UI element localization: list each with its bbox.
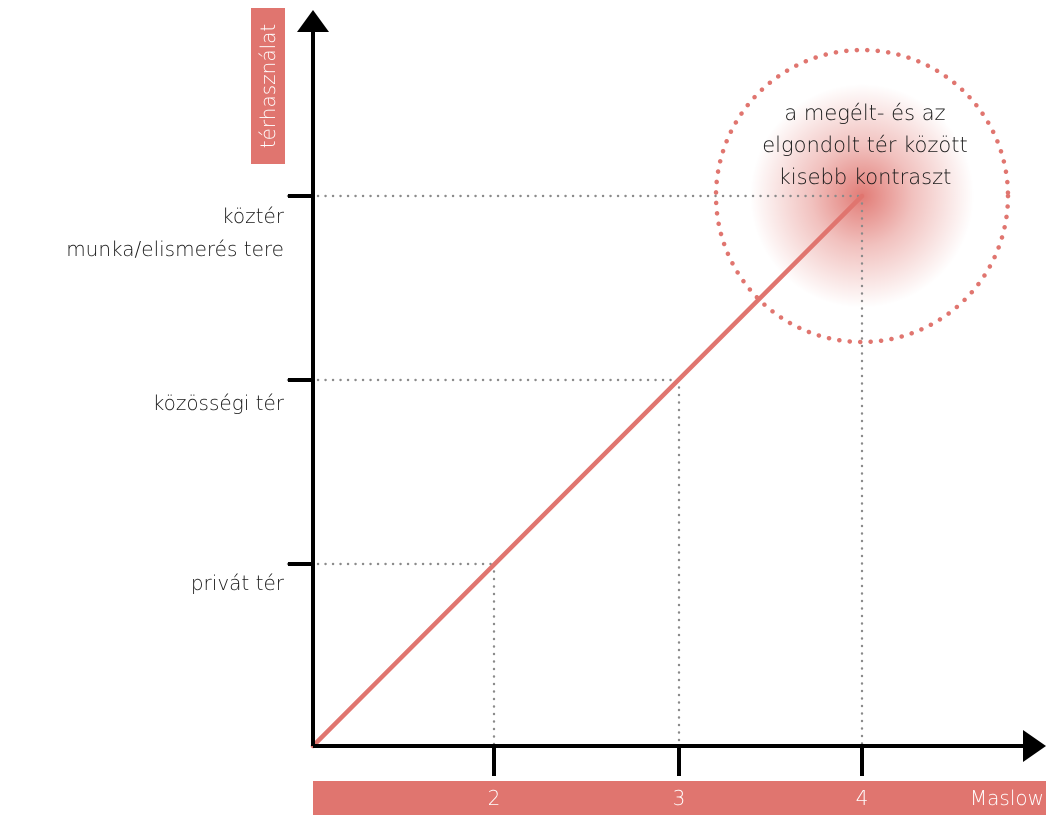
x-tick-label-3: 3 [673,786,686,810]
tick-marks [288,194,864,776]
annotation-line-1: a megélt- és az [784,101,945,125]
x-tick-label-2: 2 [488,786,501,810]
annotation-circle [713,47,1011,345]
y-axis-arrow-icon [297,10,329,32]
y-tick-label-kozter: köztér [222,204,285,228]
x-axis-arrow-icon [1023,730,1046,762]
x-axis-label: Maslow [970,786,1044,810]
y-tick-label-privat: privát tér [191,571,285,595]
y-axis-label: térhasználat [256,24,280,148]
annotation-line-3: kisebb kontraszt [779,165,952,189]
x-tick-label-4: 4 [856,786,869,810]
y-tick-label-kozossegi: közösségi tér [153,391,285,415]
axes [311,28,1026,748]
y-axis-label-band [251,8,285,164]
series-line [310,193,865,749]
guide-lines [286,194,864,748]
y-tick-label-munka: munka/elismerés tere [66,237,284,261]
x-axis-label-band [313,781,1046,815]
annotation-line-2: elgondolt tér között [762,133,968,157]
